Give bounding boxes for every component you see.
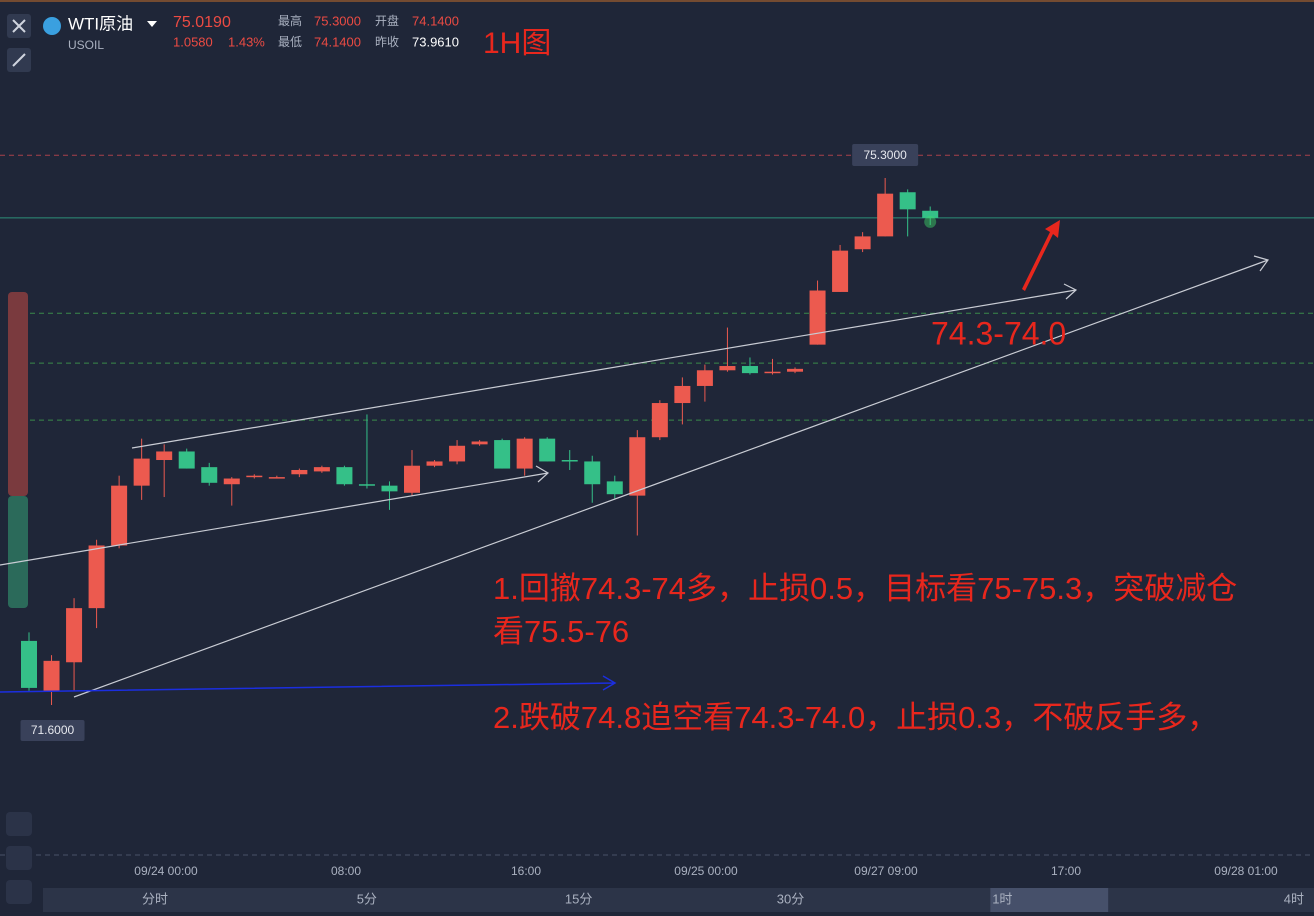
candle-body — [741, 366, 758, 374]
candle-body — [539, 438, 556, 462]
min-label-box — [20, 720, 85, 741]
x-tick-label: 08:00 — [331, 864, 361, 878]
trend-lines — [0, 255, 1269, 698]
stat-value: 73.9610 — [412, 34, 459, 49]
candle-body — [584, 461, 601, 485]
annotation: 1.回撤74.3-74多，止损0.5，目标看75-75.3，突破减仓 — [493, 571, 1237, 606]
dropdown-icon[interactable] — [147, 21, 157, 27]
candle-body — [313, 467, 330, 472]
change-pct: 1.43% — [228, 34, 265, 49]
symbol-name[interactable]: WTI原油 — [68, 14, 133, 33]
max-label-box — [852, 144, 919, 166]
candle-body — [223, 478, 240, 485]
stat-label: 昨收 — [375, 35, 399, 49]
tab[interactable]: 1时 — [992, 891, 1012, 906]
stat-value: 74.1400 — [412, 13, 459, 28]
trend-arrow — [0, 465, 550, 566]
tab[interactable]: 分时 — [142, 891, 168, 906]
red-arrow — [1022, 220, 1060, 291]
candle-body — [268, 477, 285, 479]
stat-label: 最高 — [278, 13, 302, 28]
sentiment-bar-down — [8, 496, 28, 608]
trend-arrow — [131, 283, 1078, 449]
tab[interactable]: 4时 — [1284, 891, 1304, 906]
tab-bar — [43, 888, 1314, 912]
candle-body — [696, 370, 713, 386]
x-tick-label: 09/27 09:00 — [854, 864, 918, 878]
candle-body — [291, 469, 308, 475]
trend-arrow — [73, 255, 1269, 698]
stat-value: 74.1400 — [314, 34, 361, 49]
candle-body — [133, 458, 150, 486]
annotation: 74.3-74.0 — [931, 315, 1066, 351]
tab-active — [990, 888, 1109, 912]
bottom-icons — [6, 812, 32, 904]
candle-body — [336, 467, 353, 485]
stat-label: 开盘 — [375, 13, 399, 28]
tool-button[interactable] — [6, 846, 32, 870]
live-dot — [924, 215, 937, 228]
candle-body — [854, 236, 871, 250]
candle-body — [651, 403, 668, 438]
candle-body — [629, 437, 646, 496]
candle-body — [358, 484, 375, 486]
x-tick-label: 09/24 00:00 — [134, 864, 198, 878]
candle-body — [66, 608, 83, 663]
stat-label: 最低 — [278, 35, 302, 49]
symbol-code: USOIL — [68, 38, 104, 52]
candle-body — [719, 366, 736, 371]
candle-body — [21, 640, 37, 688]
candle-body — [88, 545, 105, 609]
timeframe-note: 1H图 — [483, 27, 551, 60]
candle-body — [899, 192, 916, 210]
x-tick-label: 17:00 — [1051, 864, 1081, 878]
candle-body — [809, 290, 826, 345]
last-price: 75.0190 — [173, 14, 231, 31]
candle-body — [471, 441, 488, 445]
stat-value: 75.3000 — [314, 13, 361, 28]
tab[interactable]: 30分 — [777, 891, 804, 906]
candle-body — [43, 660, 60, 691]
candle-body — [494, 440, 511, 469]
candle-body — [111, 485, 128, 546]
tool-button[interactable] — [6, 880, 32, 904]
x-tick-label: 09/25 00:00 — [674, 864, 738, 878]
candle-body — [516, 438, 533, 469]
candle-body — [606, 481, 623, 495]
candle-body — [787, 368, 804, 372]
close-icon — [12, 19, 26, 33]
candle-body — [922, 210, 939, 218]
candle-body — [426, 461, 443, 466]
candle-body — [246, 475, 263, 478]
x-tick-label: 09/28 01:00 — [1214, 864, 1278, 878]
annotation: 2.跌破74.8追空看74.3-74.0，止损0.3，不破反手多， — [493, 700, 1218, 735]
annotation: 看75.5-76 — [493, 614, 629, 649]
x-tick-label: 16:00 — [511, 864, 541, 878]
blue-arrow — [0, 675, 617, 693]
candle-body — [674, 385, 691, 404]
symbol-icon — [43, 17, 61, 35]
tab[interactable]: 5分 — [357, 891, 377, 906]
tool-button[interactable] — [6, 812, 32, 836]
candle-body — [201, 467, 218, 483]
tab[interactable]: 15分 — [565, 891, 592, 906]
change: 1.0580 — [173, 34, 213, 49]
candle-body — [381, 485, 398, 492]
candle-body — [404, 465, 421, 493]
min-label: 71.6000 — [31, 723, 75, 737]
candle-body — [156, 451, 173, 461]
candle-body — [178, 451, 195, 469]
candle-body — [832, 250, 849, 292]
candle-body — [449, 445, 466, 462]
max-label: 75.3000 — [863, 148, 907, 162]
collapse-icon — [12, 53, 26, 67]
candle-body — [764, 371, 781, 374]
sentiment-bar-up — [8, 292, 28, 496]
candle-body — [561, 460, 578, 462]
candle-body — [877, 193, 894, 237]
